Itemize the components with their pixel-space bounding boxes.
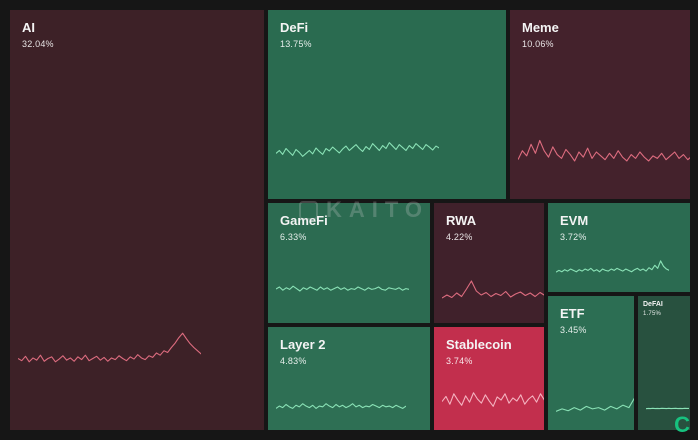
tile-percent: 6.33% [280, 232, 307, 243]
sparkline [18, 320, 201, 375]
tile-title: ETF [560, 306, 585, 321]
tile-percent: 4.22% [446, 232, 473, 243]
tile-stablecoin[interactable]: Stablecoin 3.74% [434, 327, 544, 430]
tile-title: Stablecoin [446, 337, 512, 352]
sparkline [276, 125, 439, 174]
tile-percent: 13.75% [280, 39, 312, 50]
tile-title: DeFi [280, 20, 309, 35]
sparkline [276, 385, 406, 424]
tile-evm[interactable]: EVM 3.72% [548, 203, 690, 292]
tile-title: Layer 2 [280, 337, 326, 352]
sparkline [556, 363, 634, 425]
tile-percent: 3.72% [560, 232, 587, 243]
tile-gamefi[interactable]: GameFi 6.33% [268, 203, 430, 323]
tile-percent: 10.06% [522, 39, 554, 50]
tile-percent: 4.83% [280, 356, 307, 367]
sparkline [276, 267, 409, 307]
sparkline [518, 120, 690, 184]
brand-logo-icon: C [674, 412, 690, 437]
sparkline [646, 398, 689, 411]
tile-percent: 32.04% [22, 39, 54, 50]
tile-title: AI [22, 20, 35, 35]
sparkline [442, 265, 544, 315]
tile-defai[interactable]: DeFAI 1.75% [638, 296, 690, 430]
tile-etf[interactable]: ETF 3.45% [548, 296, 634, 430]
tile-percent: 1.75% [643, 310, 662, 317]
tile-meme[interactable]: Meme 10.06% [510, 10, 690, 199]
tile-title: DeFAI [643, 301, 663, 308]
tile-title: RWA [446, 213, 477, 228]
sparkline [556, 250, 669, 284]
tile-percent: 3.45% [560, 325, 587, 336]
sparkline [442, 373, 544, 425]
tile-percent: 3.74% [446, 356, 473, 367]
tile-layer-2[interactable]: Layer 2 4.83% [268, 327, 430, 430]
tile-defi[interactable]: DeFi 13.75% [268, 10, 506, 199]
tile-ai[interactable]: AI 32.04% [10, 10, 264, 430]
tile-rwa[interactable]: RWA 4.22% [434, 203, 544, 323]
tile-title: Meme [522, 20, 559, 35]
tile-title: EVM [560, 213, 589, 228]
tile-title: GameFi [280, 213, 328, 228]
